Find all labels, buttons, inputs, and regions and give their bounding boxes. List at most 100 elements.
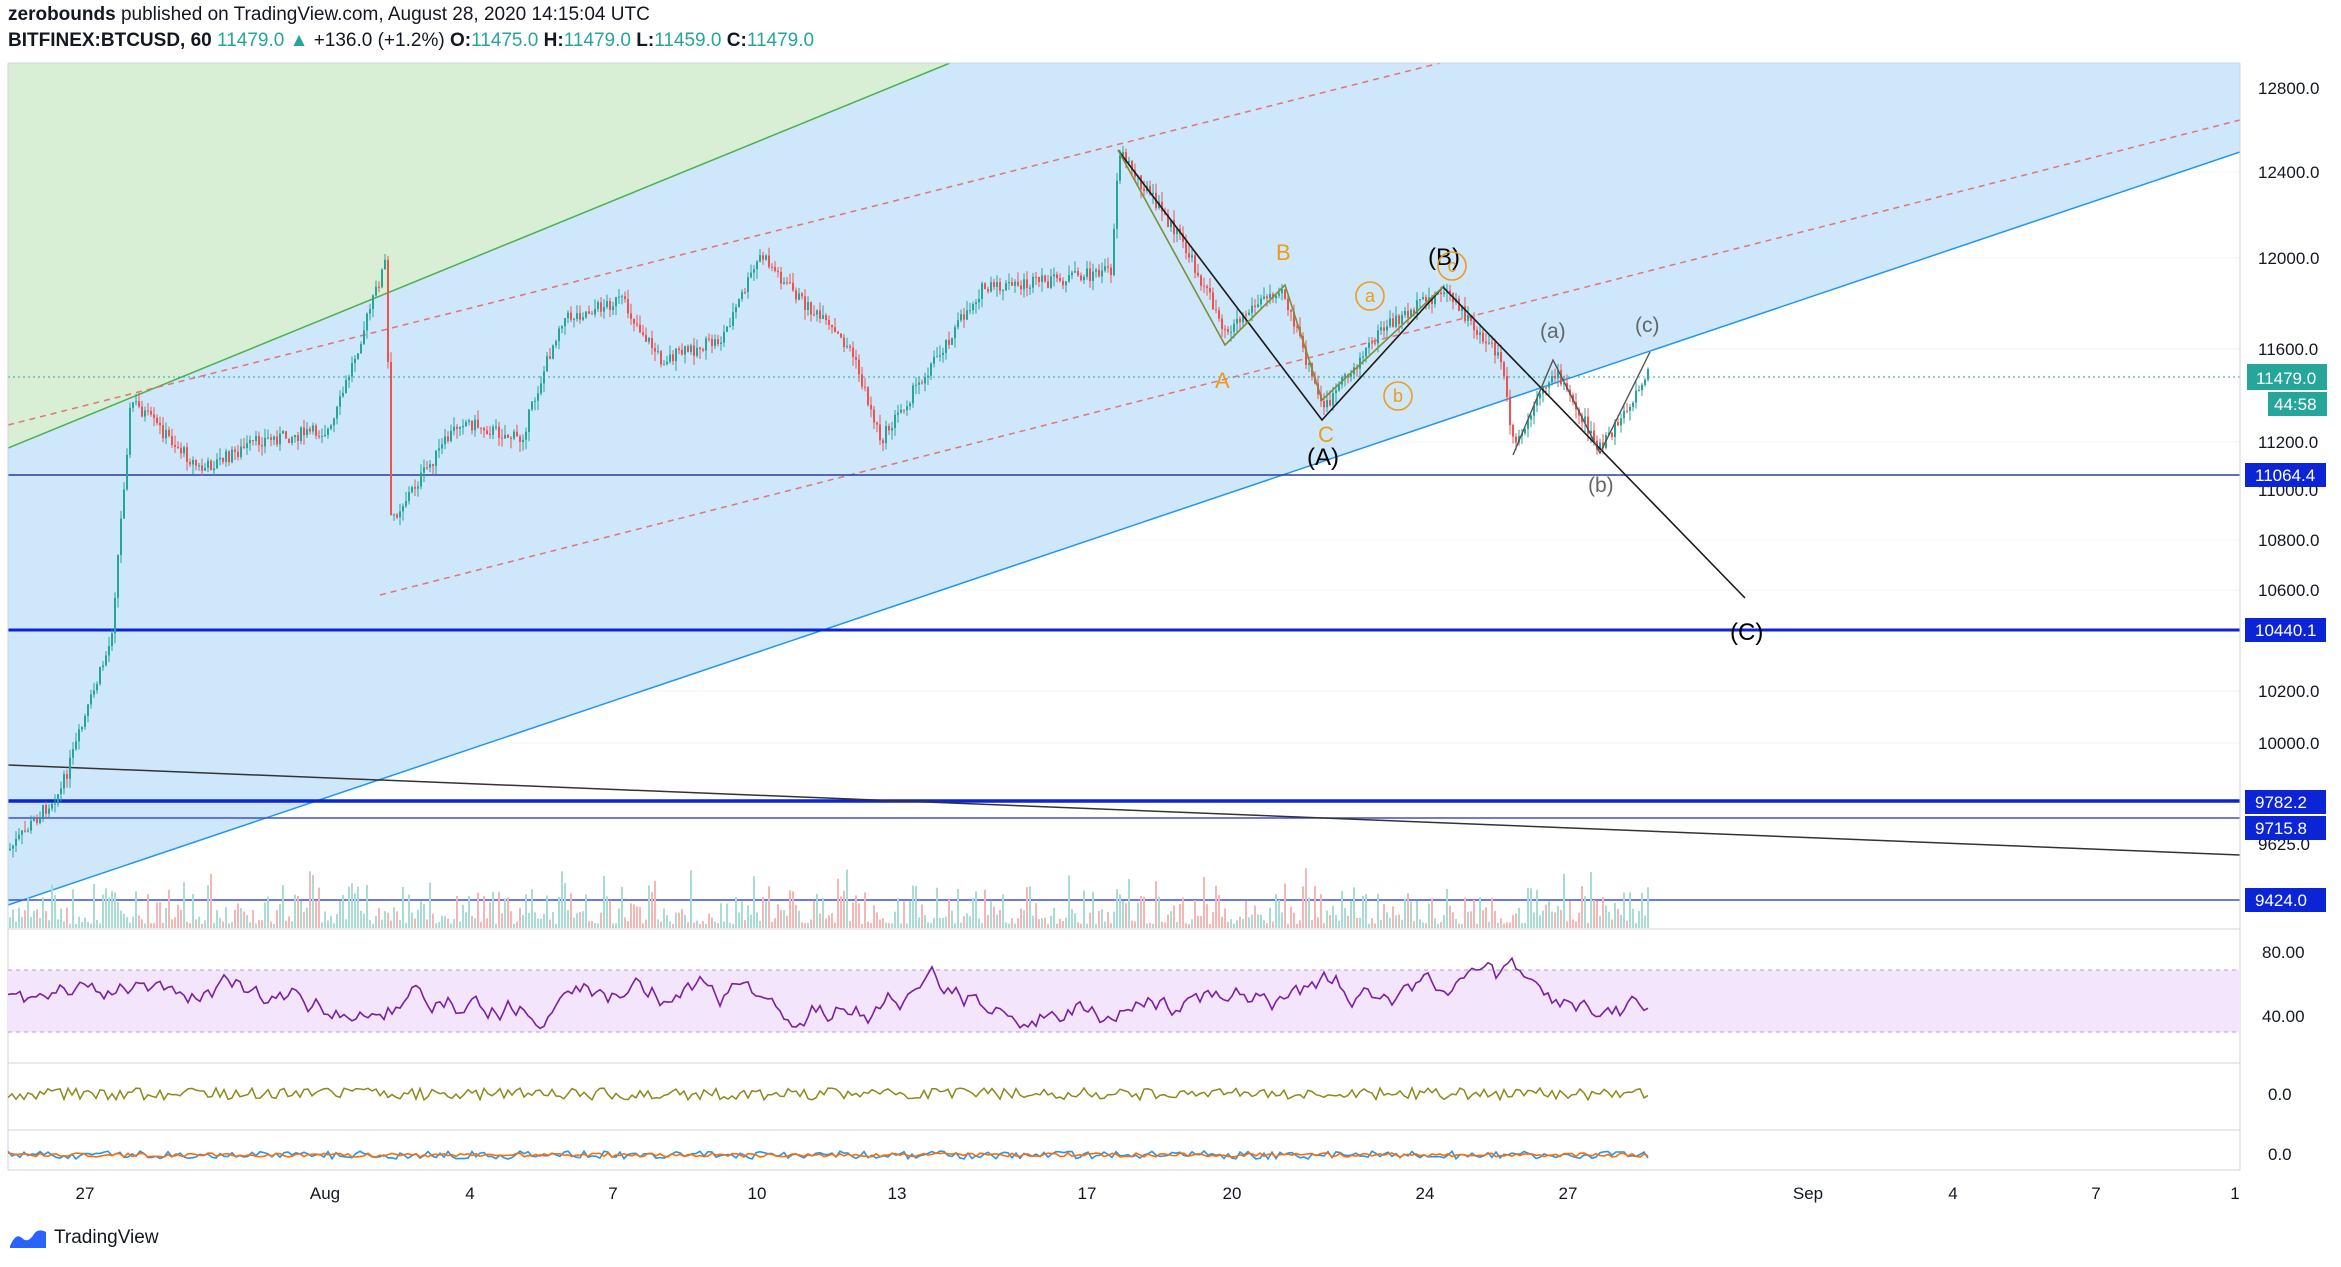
time-axis[interactable]: 27 Aug 4 7 10 13 17 20 24 27 Sep 4 7 1	[76, 1184, 2240, 1203]
candle-body	[1116, 180, 1118, 229]
candle-body	[675, 348, 677, 362]
candle-body	[270, 437, 272, 440]
volume-bar	[306, 907, 308, 928]
volume-bar	[1584, 896, 1586, 928]
volume-bar	[348, 886, 350, 928]
level-tag-9715[interactable]	[2245, 816, 2326, 840]
footer-brand[interactable]: TradingView	[8, 1226, 159, 1250]
volume-bar	[453, 918, 455, 928]
volume-bar	[1446, 888, 1448, 928]
candle-body	[1611, 432, 1613, 437]
volume-bar	[1425, 923, 1427, 928]
trend-channel[interactable]	[8, 63, 2240, 905]
candle-body	[813, 314, 815, 316]
candle-body	[930, 363, 932, 376]
candle-body	[1383, 327, 1385, 331]
main-pane[interactable]: (A) (B) (C) A B C a b c (a) (b) (c)	[8, 63, 2240, 928]
wave-label-small-c[interactable]: (c)	[1635, 314, 1660, 337]
channel-mid-line-2[interactable]	[379, 119, 2240, 596]
volume-bar	[540, 918, 542, 928]
candle-body	[960, 314, 962, 321]
candle-body	[207, 460, 209, 468]
osc-axis[interactable]: 0.0 0.0	[2268, 1085, 2292, 1164]
volume-bar	[1233, 923, 1235, 928]
long-trend-line[interactable]	[8, 764, 2240, 856]
volume-bar	[648, 885, 650, 928]
level-tag-9424[interactable]	[2245, 888, 2326, 912]
volume-bar	[333, 923, 335, 928]
level-tag-11064[interactable]	[2245, 463, 2326, 487]
volume-bar	[600, 912, 602, 928]
symbol-label[interactable]: BITFINEX:BTCUSD, 60	[8, 30, 212, 51]
price-axis[interactable]: 12800.0 12400.0 12000.0 11600.0 11200.0 …	[2245, 79, 2327, 912]
candle-body	[1368, 342, 1370, 348]
volume-bar	[159, 902, 161, 928]
volume-bar	[1335, 914, 1337, 928]
publisher-name[interactable]: zerobounds	[8, 4, 116, 25]
rsi-axis[interactable]: 80.00 40.00	[2262, 943, 2305, 1026]
wave-label-big-A[interactable]: (A)	[1307, 444, 1339, 471]
candle-body	[438, 448, 440, 451]
wave-label-small-a[interactable]: (a)	[1540, 320, 1566, 343]
macd-pane[interactable]	[7, 1149, 1649, 1161]
volume-bar	[1107, 911, 1109, 928]
volume-bar	[324, 911, 326, 928]
candle-body	[714, 339, 716, 346]
volume-bar	[654, 880, 656, 928]
channel-upper-line[interactable]	[8, 63, 951, 449]
time-label: 4	[1948, 1184, 1957, 1203]
wave-label-orange-C[interactable]: C	[1318, 422, 1334, 447]
channel-mid-line-1[interactable]	[8, 63, 1441, 426]
volume-bar	[525, 894, 527, 928]
oscillator-pane[interactable]	[7, 1085, 1649, 1102]
candle-body	[618, 296, 620, 298]
volume-bar	[24, 910, 26, 928]
candle-body	[753, 269, 755, 273]
volume-bar	[1041, 918, 1043, 928]
candle-body	[1479, 332, 1481, 335]
rsi-line[interactable]	[7, 956, 1649, 1030]
volume-bar	[1368, 923, 1370, 928]
wave-label-big-B[interactable]: (B)	[1428, 244, 1460, 271]
volume-bar	[822, 897, 824, 928]
volume-bar	[1305, 868, 1307, 928]
macd-line[interactable]	[7, 1149, 1649, 1161]
signal-line[interactable]	[7, 1151, 1649, 1159]
volume-bar	[1119, 894, 1121, 928]
wave-minor-orange[interactable]	[1117, 149, 1444, 402]
oscillator-line[interactable]	[7, 1085, 1649, 1102]
wave-circle-c[interactable]	[1437, 251, 1467, 281]
volume-bar	[1431, 898, 1433, 928]
candle-body	[1338, 384, 1340, 391]
volume-bar	[1104, 921, 1106, 928]
candle-body	[1326, 400, 1328, 408]
candle-body	[153, 414, 155, 418]
volume-bar	[186, 921, 188, 928]
candle-body	[558, 328, 560, 342]
candle-body	[84, 715, 86, 727]
volume-bar	[1200, 916, 1202, 928]
wave-label-big-C[interactable]: (C)	[1730, 619, 1763, 646]
level-tag-9782[interactable]	[2245, 790, 2326, 814]
wave-label-orange-B[interactable]: B	[1276, 240, 1291, 265]
candle-body	[99, 667, 101, 684]
volume-bar	[960, 922, 962, 928]
volume-bar	[1122, 900, 1124, 928]
level-tag-text: 11064.4	[2255, 466, 2315, 485]
wave-label-orange-A[interactable]: A	[1215, 368, 1230, 393]
wave-circle-b[interactable]	[1383, 381, 1413, 411]
candle-body	[1260, 298, 1262, 305]
rsi-pane[interactable]	[7, 956, 2240, 1033]
wave-minor-grey[interactable]	[1512, 351, 1651, 456]
candle-body	[546, 356, 548, 372]
volume-bar	[252, 910, 254, 928]
volume-bar	[942, 918, 944, 928]
candle-body	[825, 315, 827, 321]
volume-bar	[258, 920, 260, 928]
level-tag-10440[interactable]	[2245, 618, 2326, 642]
wave-label-small-b[interactable]: (b)	[1588, 474, 1614, 497]
volume-bar	[102, 894, 104, 928]
wave-circle-a[interactable]	[1355, 281, 1385, 311]
last-price-tag[interactable]	[2247, 364, 2327, 390]
